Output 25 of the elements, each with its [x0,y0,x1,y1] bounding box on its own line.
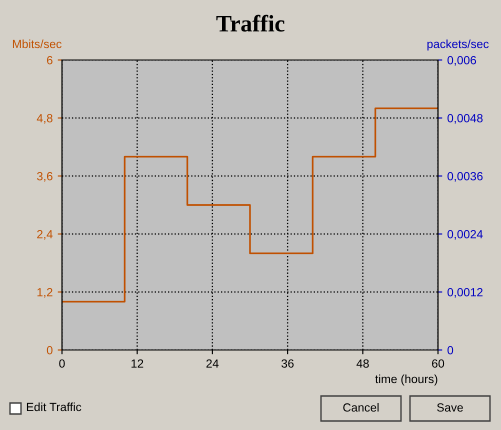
y2-tick-label: 0,0036 [447,172,483,182]
y2-tick-label: 0,0048 [447,114,483,124]
y-tick-label: 6 [47,56,52,64]
text: Cancel [343,402,379,412]
y2-tick-label: 0,0012 [447,288,483,298]
y-tick-label: 4,8 [36,114,52,124]
text: Save [437,403,463,412]
y2-tick-label: 0,006 [447,56,476,66]
chart-title: Traffic [216,14,284,32]
y2-axis-title: packets/sec [427,40,489,50]
x-tick-label: 12 [132,359,144,368]
y2-tick-label: 0,0024 [447,230,483,240]
y-tick-label: 0 [46,346,53,354]
y-tick-label: 2,4 [37,230,53,240]
x-tick-label: 24 [206,359,219,368]
y-tick-label: 3,6 [37,172,52,182]
x-tick-label: 36 [281,359,294,368]
y-tick-label: 1,2 [37,288,52,298]
y-axis-title: Mbits/sec [12,40,62,48]
x-tick-label: 0 [59,359,65,368]
text: Edit Traffic [26,402,82,412]
x-tick-label: 60 [432,359,444,368]
x-axis-title: time (hours) [375,374,438,386]
y2-tick-label: 0 [447,346,454,354]
x-tick-label: 48 [356,359,369,368]
